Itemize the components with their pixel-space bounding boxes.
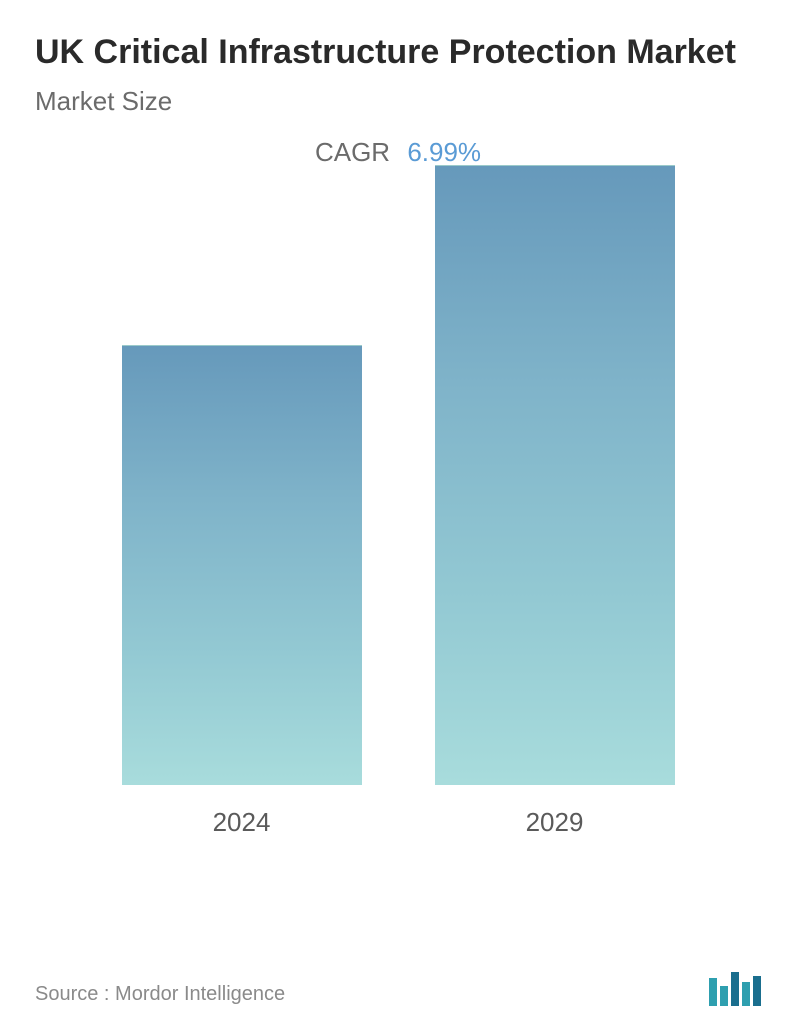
bar-2029: [435, 165, 675, 785]
logo-bar-icon: [742, 982, 750, 1006]
bar-chart: 2024 2029: [35, 218, 761, 838]
cagr-row: CAGR 6.99%: [35, 137, 761, 168]
mn-logo-icon: [709, 972, 761, 1006]
logo-bar-icon: [720, 986, 728, 1006]
chart-subtitle: Market Size: [35, 86, 761, 117]
bar-2024: [122, 345, 362, 785]
source-text: Source : Mordor Intelligence: [35, 983, 285, 1006]
cagr-label: CAGR: [315, 137, 390, 167]
cagr-value: 6.99%: [407, 137, 481, 167]
logo-bar-icon: [753, 976, 761, 1006]
bar-label-2029: 2029: [526, 807, 584, 838]
bar-label-2024: 2024: [213, 807, 271, 838]
footer: Source : Mordor Intelligence: [35, 972, 761, 1006]
bar-group-2029: 2029: [430, 165, 680, 838]
chart-title: UK Critical Infrastructure Protection Ma…: [35, 30, 761, 74]
logo-bar-icon: [709, 978, 717, 1006]
bar-group-2024: 2024: [117, 345, 367, 838]
logo-bar-icon: [731, 972, 739, 1006]
